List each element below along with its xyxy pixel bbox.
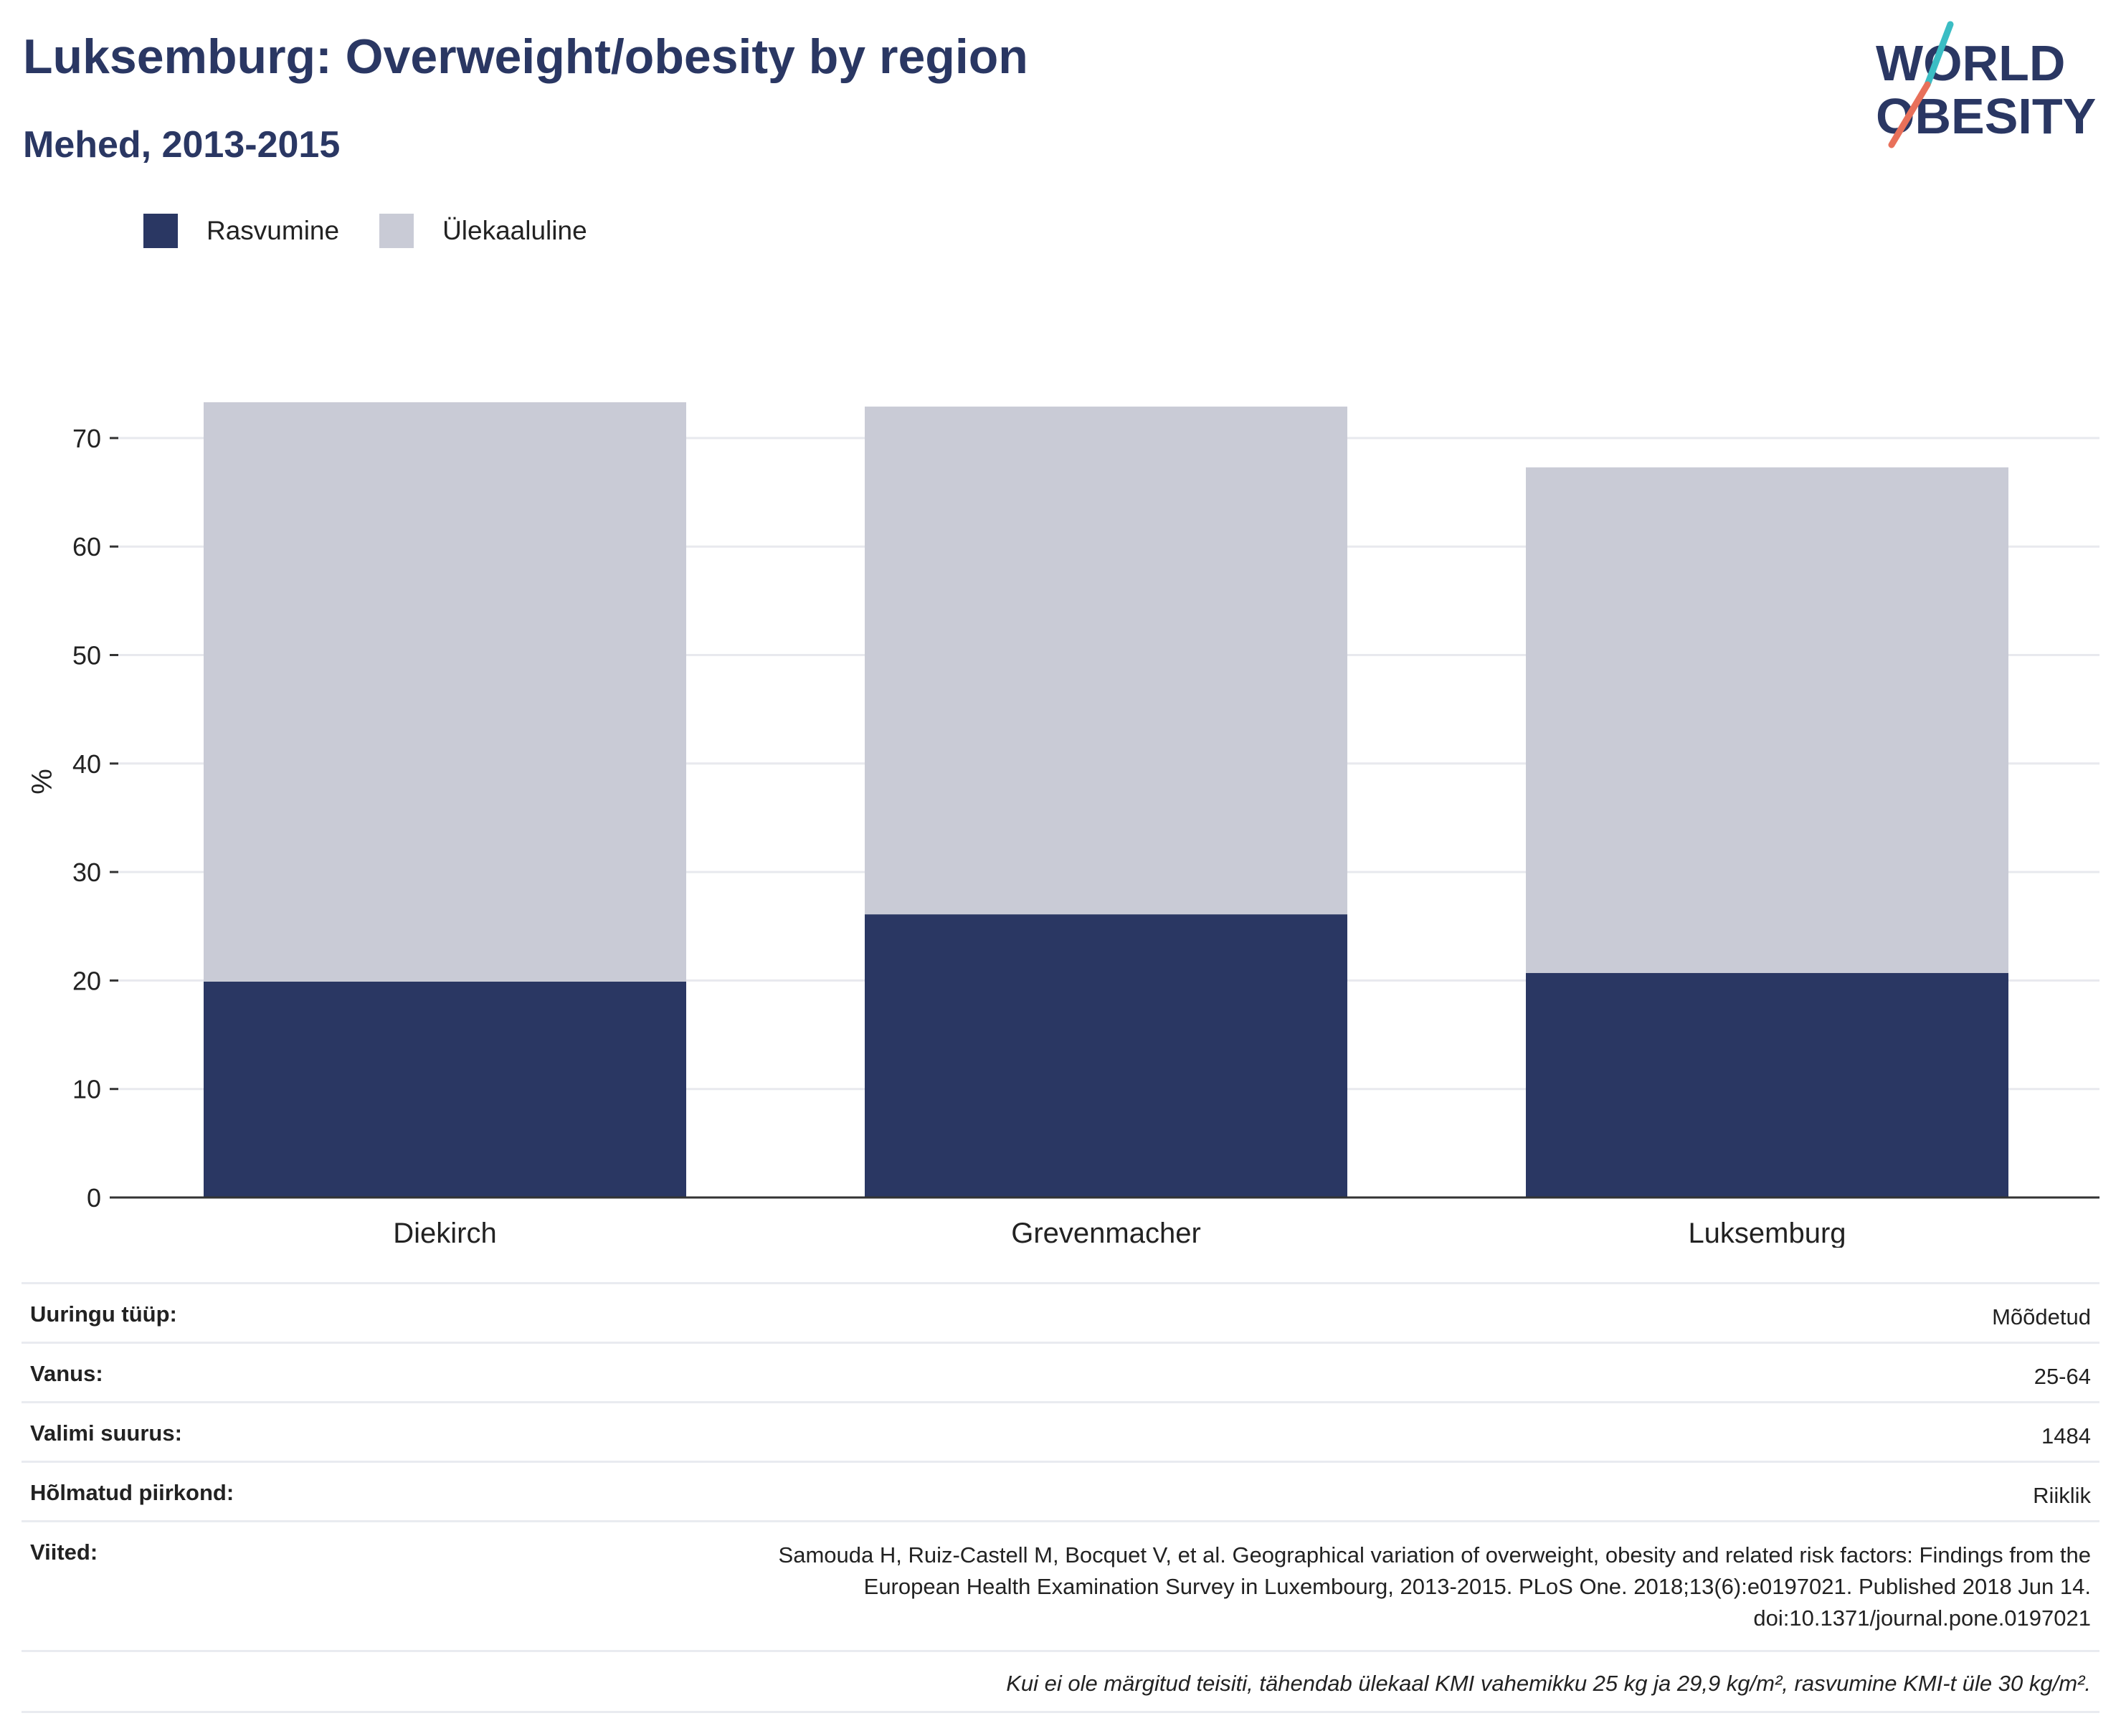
info-row-note: Kui ei ole märgitud teisiti, tähendab ül… xyxy=(22,1651,2099,1713)
info-label-coverage: Hõlmatud piirkond: xyxy=(22,1461,318,1522)
info-table: Uuringu tüüp: Mõõdetud Vanus: 25-64 Vali… xyxy=(22,1282,2099,1713)
reference-line-3: doi:10.1371/journal.pone.0197021 xyxy=(1753,1605,2091,1631)
bars xyxy=(204,402,2008,1197)
bar-grevenmacher-ulekaaluline[interactable] xyxy=(865,407,1347,915)
y-tick-label: 70 xyxy=(72,424,101,453)
bar-grevenmacher-rasvumine[interactable] xyxy=(865,914,1347,1197)
info-value-sample-size: 1484 xyxy=(317,1402,2099,1463)
info-value-coverage: Riiklik xyxy=(317,1461,2099,1522)
info-row-sample-size: Valimi suurus: 1484 xyxy=(22,1402,2099,1463)
y-axis: 0 10 20 30 40 50 60 70 xyxy=(72,424,118,1213)
y-tick-label: 0 xyxy=(87,1183,101,1213)
bar-luksemburg-rasvumine[interactable] xyxy=(1526,972,2008,1197)
legend-item-rasvumine[interactable]: Rasvumine xyxy=(143,214,339,248)
y-tick-label: 40 xyxy=(72,749,101,779)
logo-line2: OBESITY xyxy=(1876,88,2096,144)
chart-title: Luksemburg: Overweight/obesity by region xyxy=(23,29,1028,84)
x-tick-label: Luksemburg xyxy=(1688,1218,1846,1248)
logo-line1: WORLD xyxy=(1876,35,2065,91)
info-row-age: Vanus: 25-64 xyxy=(22,1342,2099,1403)
info-value-survey-type: Mõõdetud xyxy=(317,1282,2099,1344)
y-axis-title: % xyxy=(27,769,58,795)
y-tick-label: 60 xyxy=(72,532,101,561)
x-tick-label: Grevenmacher xyxy=(1011,1218,1201,1248)
info-row-survey-type: Uuringu tüüp: Mõõdetud xyxy=(22,1282,2099,1344)
logo-slash-top xyxy=(1924,21,1954,88)
info-row-references: Viited: Samouda H, Ruiz-Castell M, Bocqu… xyxy=(22,1521,2099,1652)
legend-item-ulekaaluline[interactable]: Ülekaaluline xyxy=(379,214,587,248)
info-label-age: Vanus: xyxy=(22,1342,318,1403)
bar-diekirch-rasvumine[interactable] xyxy=(204,981,686,1197)
bar-luksemburg-ulekaaluline[interactable] xyxy=(1526,467,2008,973)
logo-slash-bottom xyxy=(1888,81,1931,148)
info-value-references: Samouda H, Ruiz-Castell M, Bocquet V, et… xyxy=(317,1521,2099,1652)
stacked-bar-chart: 0 10 20 30 40 50 60 70 Diekirch Grevenmacher Luks… xyxy=(27,402,2099,1248)
info-value-age: 25-64 xyxy=(317,1342,2099,1403)
bar-diekirch-ulekaaluline[interactable] xyxy=(204,402,686,982)
y-tick-label: 30 xyxy=(72,858,101,887)
reference-line-1: Samouda H, Ruiz-Castell M, Bocquet V, et… xyxy=(778,1542,2091,1567)
chart-subtitle: Mehed, 2013-2015 xyxy=(23,124,341,166)
reference-line-2: European Health Examination Survey in Lu… xyxy=(863,1574,2091,1599)
y-tick-label: 50 xyxy=(72,641,101,670)
legend: Rasvumine Ülekaaluline xyxy=(143,214,627,248)
y-tick-label: 10 xyxy=(72,1075,101,1104)
legend-swatch-ulekaaluline xyxy=(379,214,414,248)
world-obesity-logo: WORLD OBESITY xyxy=(1876,21,2096,148)
legend-label-ulekaaluline: Ülekaaluline xyxy=(442,216,587,245)
info-label-references: Viited: xyxy=(22,1521,318,1652)
info-label-survey-type: Uuringu tüüp: xyxy=(22,1282,318,1344)
legend-label-rasvumine: Rasvumine xyxy=(207,216,340,245)
info-label-sample-size: Valimi suurus: xyxy=(22,1402,318,1463)
y-tick-label: 20 xyxy=(72,966,101,995)
x-axis: Diekirch Grevenmacher Luksemburg xyxy=(118,1196,2099,1248)
x-tick-label: Diekirch xyxy=(393,1218,496,1248)
legend-swatch-rasvumine xyxy=(143,214,178,248)
definition-note: Kui ei ole märgitud teisiti, tähendab ül… xyxy=(22,1651,2099,1713)
info-row-coverage: Hõlmatud piirkond: Riiklik xyxy=(22,1461,2099,1522)
